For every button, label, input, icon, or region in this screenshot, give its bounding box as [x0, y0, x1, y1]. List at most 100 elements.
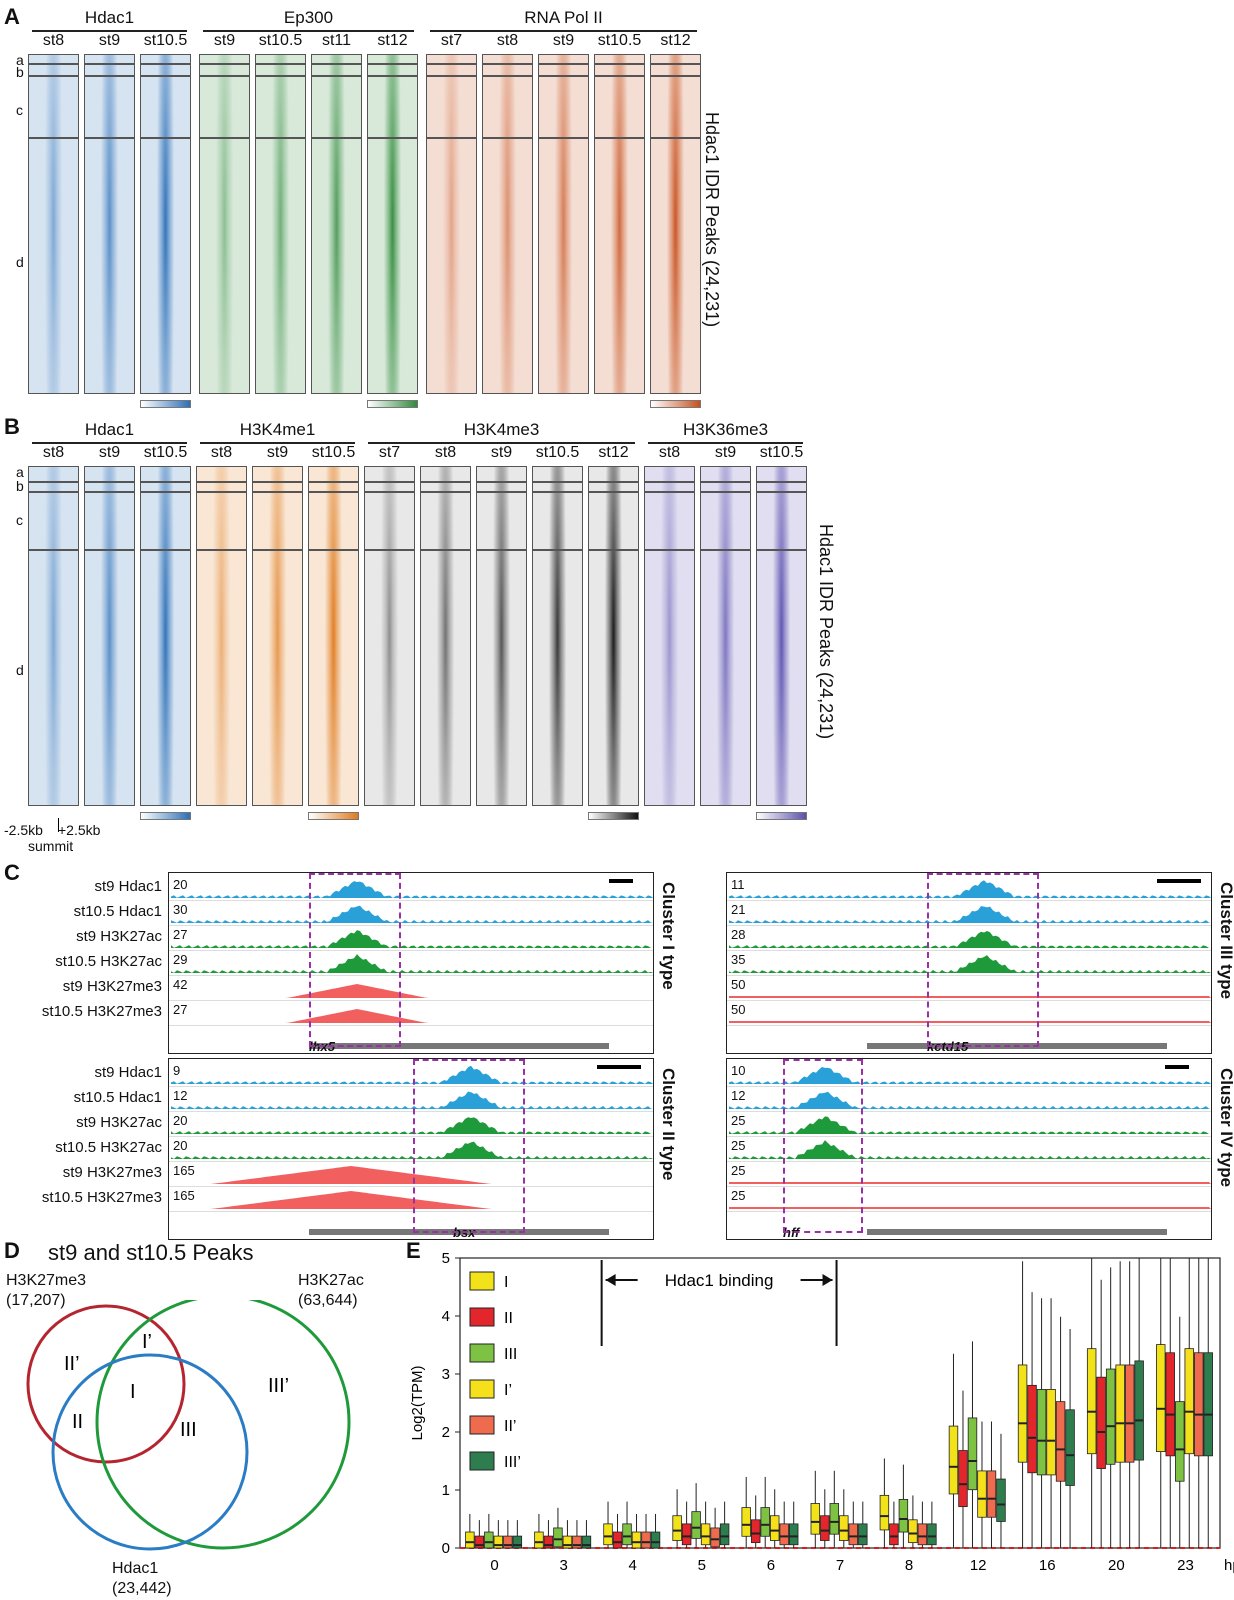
- track-row: 25: [727, 1136, 1211, 1162]
- box-4: [1115, 1364, 1125, 1463]
- box-6: [1134, 1360, 1144, 1461]
- track-name: st10.5 H3K27me3: [41, 1189, 162, 1206]
- track-name: st9 Hdac1: [94, 1064, 162, 1081]
- group-label-h3k36me3: H3K36me3: [682, 420, 769, 439]
- cluster-separator: [421, 491, 470, 493]
- panel-e-letter: E: [406, 1238, 421, 1263]
- stage-label: st9: [98, 444, 121, 461]
- box-6: [996, 1478, 1006, 1522]
- box-3: [829, 1503, 840, 1535]
- track-row: 12: [727, 1086, 1211, 1112]
- box-3: [691, 1511, 701, 1539]
- heatmap-ep300-st12: [367, 54, 418, 394]
- x-tick-label: 8: [905, 1557, 913, 1574]
- cluster-separator: [595, 63, 644, 65]
- track-scale-value: 25: [731, 1113, 746, 1128]
- track-signal-path: [729, 955, 1211, 973]
- heatmap-h3k36me3-st9: [700, 466, 751, 806]
- panel-a-letter: A: [4, 4, 20, 29]
- gene-model: [867, 1229, 1167, 1235]
- box-4: [631, 1531, 642, 1549]
- box-6: [927, 1523, 937, 1546]
- highlight-region: [309, 873, 401, 1047]
- browser-box-3: 9 12 20 20 165 165 bsx: [168, 1058, 654, 1240]
- cluster-separator: [701, 481, 750, 483]
- legend-swatch: [469, 1415, 495, 1435]
- venn-circle-hdac1: [51, 1353, 249, 1551]
- box-3: [898, 1499, 909, 1533]
- colorbar: [650, 400, 701, 408]
- track-signal-path: [171, 1191, 653, 1209]
- box-1: [1017, 1364, 1028, 1463]
- box-6: [650, 1531, 661, 1549]
- track-row: 27: [169, 925, 653, 951]
- cluster-separator: [256, 137, 305, 139]
- track-row: 27: [169, 1000, 653, 1026]
- cluster-type-label: Cluster III type: [1217, 882, 1234, 1000]
- box-6: [788, 1523, 799, 1546]
- stage-label: st10.5: [143, 32, 188, 49]
- heatmap-h3k4me1-st8: [196, 466, 247, 806]
- scale-bar: [1157, 879, 1201, 883]
- cluster-separator: [539, 75, 588, 77]
- stage-label: st10.5: [759, 444, 804, 461]
- y-tick-label: 2: [442, 1424, 450, 1441]
- track-row: 29: [169, 950, 653, 976]
- browser-box-2: 11 21 28 35 50 50 kctd15: [726, 872, 1212, 1054]
- venn-circle-h3k27ac: [95, 1300, 351, 1550]
- track-row: 21: [727, 900, 1211, 926]
- colorbar: [308, 812, 359, 820]
- stage-label: st11: [321, 32, 352, 49]
- y-tick-label: 0: [442, 1540, 450, 1557]
- track-row: 30: [169, 900, 653, 926]
- annotation-label: Hdac1 binding: [665, 1271, 774, 1290]
- track-signal-path: [729, 930, 1211, 948]
- stage-label: st8: [496, 32, 519, 49]
- colorbar: [140, 400, 191, 408]
- cluster-separator: [368, 75, 417, 77]
- box-1: [1086, 1348, 1097, 1455]
- y-tick-label: 3: [442, 1366, 450, 1383]
- track-name: st9 H3K27me3: [62, 978, 162, 995]
- cluster-separator: [29, 137, 78, 139]
- track-signal: [729, 1021, 1211, 1023]
- cluster-separator: [651, 137, 700, 139]
- track-scale-value: 30: [173, 902, 188, 917]
- box-4: [839, 1515, 849, 1541]
- track-row: 9: [169, 1061, 653, 1087]
- scale-bar: [1165, 1065, 1189, 1069]
- region-ii-prime: II’: [64, 1353, 80, 1375]
- x-tick-label: 20: [1108, 1557, 1125, 1574]
- heatmap-hdac1-st9: [84, 466, 135, 806]
- track-signal: [171, 1065, 653, 1084]
- cluster-separator: [533, 491, 582, 493]
- track-signal-path: [729, 1182, 1211, 1184]
- box-4: [562, 1535, 573, 1549]
- cluster-separator: [29, 481, 78, 483]
- track-row: 10: [727, 1061, 1211, 1087]
- track-row: 12: [169, 1086, 653, 1112]
- heatmap-h3k4me1-st10.5: [308, 466, 359, 806]
- cluster-separator: [651, 75, 700, 77]
- box-6: [858, 1523, 868, 1546]
- cluster-separator: [368, 63, 417, 65]
- track-signal: [171, 1141, 653, 1159]
- box-4: [908, 1519, 918, 1544]
- track-signal: [171, 1191, 653, 1209]
- x-tick-label: 16: [1039, 1557, 1056, 1574]
- box-6: [719, 1523, 730, 1546]
- track-signal: [171, 1091, 653, 1109]
- group-underline: [430, 30, 697, 32]
- track-row: 35: [727, 950, 1211, 976]
- box-4: [493, 1535, 504, 1549]
- stage-label: st10.5: [258, 32, 303, 49]
- track-signal-path: [171, 930, 653, 948]
- group-label-hdac1: Hdac1: [84, 420, 135, 439]
- box-5: [710, 1527, 720, 1548]
- track-row: 50: [727, 1000, 1211, 1026]
- boxplot-chart: 012345Log2(TPM)034567812162023hpfIIIIIII…: [409, 1250, 1234, 1574]
- cluster-separator: [421, 549, 470, 551]
- panel-d-letter: D: [4, 1238, 20, 1263]
- box-5: [1055, 1401, 1066, 1482]
- cluster-separator: [589, 549, 638, 551]
